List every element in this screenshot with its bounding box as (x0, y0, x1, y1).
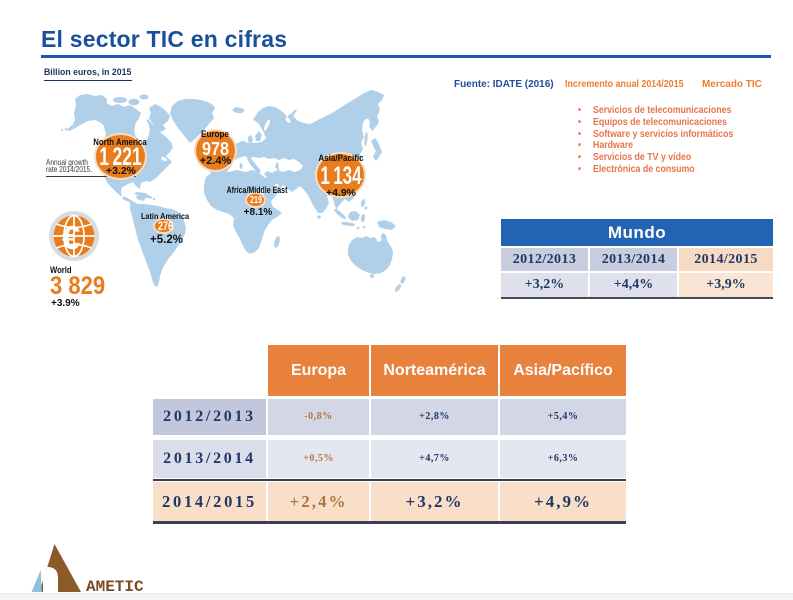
svg-text:€: € (61, 219, 79, 256)
